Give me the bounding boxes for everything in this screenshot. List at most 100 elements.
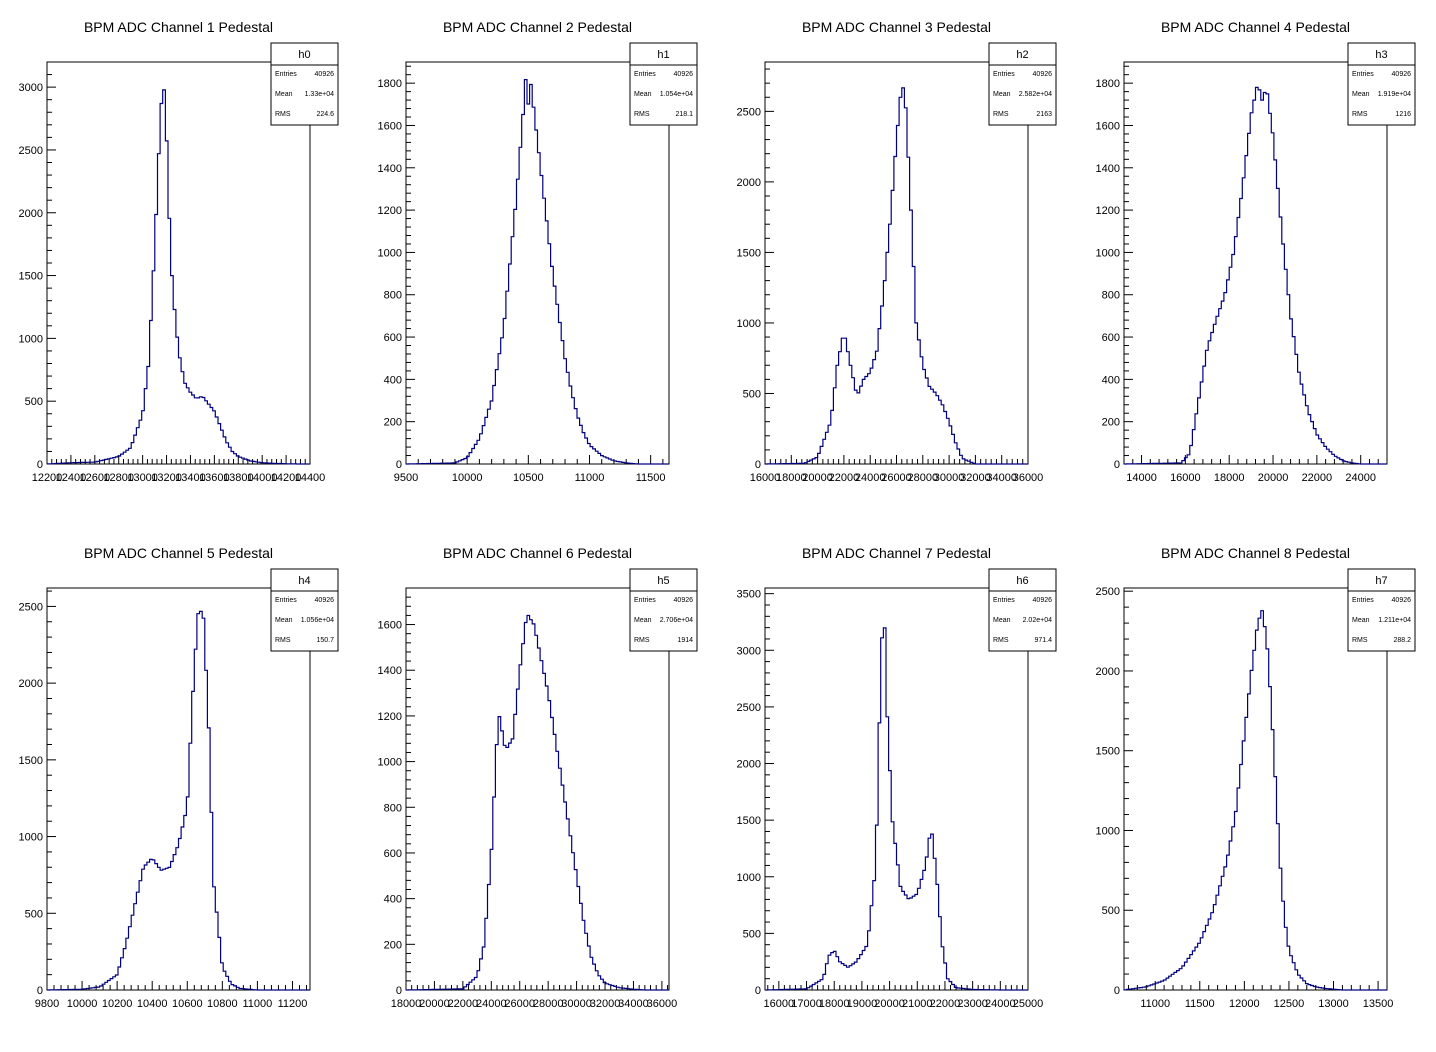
x-tick-label: 18000 xyxy=(1214,472,1245,484)
stats-label: Entries xyxy=(1352,71,1374,78)
y-tick-label: 3500 xyxy=(737,589,761,601)
y-tick-label: 1000 xyxy=(378,247,402,259)
stats-box-frame xyxy=(629,568,698,652)
stats-value: 288.2 xyxy=(1393,637,1411,644)
y-tick-label: 1400 xyxy=(378,163,402,175)
y-tick-label: 3000 xyxy=(737,645,761,657)
histogram-series xyxy=(47,89,310,465)
stats-label: Mean xyxy=(275,617,293,624)
y-tick-label: 1500 xyxy=(19,755,43,767)
x-tick-label: 23000 xyxy=(957,998,988,1010)
y-tick-label: 1500 xyxy=(737,815,761,827)
histogram-series xyxy=(1124,86,1387,465)
y-tick-label: 1400 xyxy=(1096,163,1120,175)
y-tick-label: 400 xyxy=(1102,374,1120,386)
x-tick-label: 36000 xyxy=(647,998,678,1010)
stats-label: RMS xyxy=(634,637,650,644)
y-tick-label: 2000 xyxy=(737,759,761,771)
x-tick-label: 32000 xyxy=(590,998,621,1010)
histogram-series xyxy=(406,79,669,465)
x-tick-label: 10800 xyxy=(207,998,238,1010)
stats-value: 1.054e+04 xyxy=(660,91,693,98)
x-tick-label: 20000 xyxy=(419,998,450,1010)
y-tick-label: 1000 xyxy=(737,872,761,884)
y-tick-label: 1000 xyxy=(19,333,43,345)
y-tick-label: 800 xyxy=(384,290,402,302)
x-tick-label: 20000 xyxy=(1258,472,1289,484)
x-tick-label: 14000 xyxy=(247,472,278,484)
stats-value: 1.056e+04 xyxy=(301,617,334,624)
x-tick-label: 12000 xyxy=(1229,998,1260,1010)
stats-histogram-name: h2 xyxy=(1016,49,1028,61)
stats-box: h4 Entries 40926 Mean 1.056e+04 RMS 150.7 xyxy=(270,568,339,652)
stats-histogram-name: h4 xyxy=(298,575,310,587)
stats-histogram-name: h6 xyxy=(1016,575,1028,587)
x-tick-label: 20000 xyxy=(874,998,905,1010)
x-tick-label: 26000 xyxy=(504,998,535,1010)
stats-histogram-name: h3 xyxy=(1375,49,1387,61)
y-tick-label: 1000 xyxy=(737,318,761,330)
stats-label: Mean xyxy=(993,617,1011,624)
y-tick-label: 2000 xyxy=(737,177,761,189)
stats-box: h6 Entries 40926 Mean 2.02e+04 RMS 971.4 xyxy=(988,568,1057,652)
x-tick-label: 18000 xyxy=(391,998,422,1010)
y-tick-label: 2000 xyxy=(19,678,43,690)
stats-value: 2163 xyxy=(1036,111,1052,118)
x-tick-label: 11000 xyxy=(243,998,273,1010)
x-tick-label: 28000 xyxy=(908,472,939,484)
x-tick-label: 9800 xyxy=(35,998,59,1010)
y-tick-label: 500 xyxy=(1102,905,1120,917)
x-tick-label: 24000 xyxy=(476,998,507,1010)
y-tick-label: 2500 xyxy=(1096,586,1120,598)
stats-value: 40926 xyxy=(315,71,335,78)
x-tick-label: 10600 xyxy=(172,998,203,1010)
x-tick-label: 16000 xyxy=(764,998,795,1010)
stats-value: 1.211e+04 xyxy=(1378,617,1411,624)
stats-value: 1216 xyxy=(1395,111,1411,118)
panel-title: BPM ADC Channel 1 Pedestal xyxy=(84,19,273,35)
y-tick-label: 0 xyxy=(396,985,402,997)
x-tick-label: 22000 xyxy=(829,472,860,484)
stats-histogram-name: h0 xyxy=(298,49,310,61)
x-tick-label: 16000 xyxy=(750,472,781,484)
y-tick-label: 2500 xyxy=(737,106,761,118)
stats-histogram-name: h7 xyxy=(1375,575,1387,587)
x-tick-label: 34000 xyxy=(618,998,649,1010)
y-tick-label: 1800 xyxy=(1096,78,1120,90)
stats-label: Mean xyxy=(275,91,293,98)
x-tick-label: 11000 xyxy=(1140,998,1170,1010)
y-tick-label: 1200 xyxy=(378,711,402,723)
x-tick-label: 34000 xyxy=(986,472,1017,484)
stats-value: 40926 xyxy=(674,597,694,604)
stats-label: Entries xyxy=(275,597,297,604)
y-tick-label: 800 xyxy=(1102,290,1120,302)
stats-value: 2.706e+04 xyxy=(660,617,693,624)
y-tick-label: 800 xyxy=(384,802,402,814)
y-tick-label: 600 xyxy=(384,848,402,860)
x-tick-label: 14200 xyxy=(271,472,302,484)
stats-label: RMS xyxy=(1352,111,1368,118)
x-tick-label: 9500 xyxy=(394,472,418,484)
x-tick-label: 11200 xyxy=(278,998,308,1010)
stats-value: 40926 xyxy=(1392,71,1412,78)
x-tick-label: 20000 xyxy=(802,472,833,484)
x-tick-label: 22000 xyxy=(1302,472,1333,484)
panel-title: BPM ADC Channel 6 Pedestal xyxy=(443,545,632,561)
x-tick-label: 25000 xyxy=(1013,998,1044,1010)
histogram-series xyxy=(406,614,669,991)
histogram-series xyxy=(47,610,310,991)
y-tick-label: 500 xyxy=(743,388,761,400)
y-tick-label: 1500 xyxy=(1096,746,1120,758)
y-tick-label: 3000 xyxy=(19,82,43,94)
stats-label: RMS xyxy=(275,111,291,118)
stats-label: Entries xyxy=(275,71,297,78)
stats-histogram-name: h5 xyxy=(657,575,669,587)
stats-box: h7 Entries 40926 Mean 1.211e+04 RMS 288.2 xyxy=(1347,568,1416,652)
y-tick-label: 1000 xyxy=(1096,247,1120,259)
stats-box-frame xyxy=(270,568,339,652)
x-tick-label: 14400 xyxy=(295,472,326,484)
histogram-panel-7: BPM ADC Channel 7 Pedestal 16000170001800… xyxy=(737,545,1057,1010)
stats-label: Mean xyxy=(1352,617,1370,624)
